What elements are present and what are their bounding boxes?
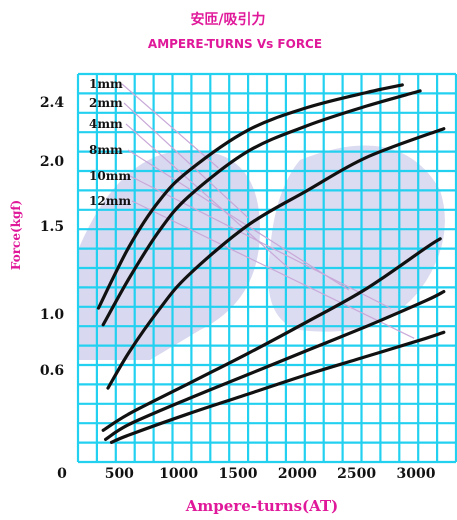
x-tick-label: 2500 <box>337 466 376 482</box>
series-line-4mm <box>106 127 446 390</box>
legend-leader <box>127 149 350 291</box>
x-tick-labels: 0 500 1000 1500 2000 2500 3000 <box>57 466 436 482</box>
y-axis-label: Force(kgf) <box>9 200 23 270</box>
y-tick-label: 2.0 <box>40 154 65 170</box>
legend: 1mm 2mm 4mm 8mm 10mm 12mm <box>89 77 131 208</box>
chart-subtitle: AMPERE-TURNS Vs FORCE <box>148 37 322 51</box>
x-axis-label: Ampere-turns(AT) <box>185 497 338 515</box>
series-line-8mm <box>101 237 442 432</box>
legend-label: 1mm <box>89 77 123 91</box>
legend-leader <box>131 200 415 339</box>
y-tick-labels: 0.6 1.0 1.5 2.0 2.4 <box>40 95 65 379</box>
legend-leader <box>129 175 391 309</box>
series-lines <box>96 83 446 444</box>
y-tick-label: 0.6 <box>40 363 64 379</box>
legend-leader-lines <box>121 83 415 339</box>
series-line-12mm <box>109 330 446 444</box>
x-tick-label: 0 <box>57 466 67 482</box>
series-line-2mm <box>101 89 422 327</box>
grid <box>76 72 457 464</box>
watermark-shape-right <box>268 145 445 332</box>
legend-label: 8mm <box>89 143 123 157</box>
legend-leader <box>123 102 249 219</box>
y-tick-label: 2.4 <box>40 95 65 111</box>
x-tick-label: 3000 <box>397 466 436 482</box>
series-line-1mm <box>96 83 404 310</box>
x-tick-label: 1500 <box>219 466 258 482</box>
x-tick-label: 1000 <box>159 466 198 482</box>
legend-label: 4mm <box>89 117 123 131</box>
y-tick-label: 1.5 <box>40 219 64 235</box>
legend-label: 10mm <box>89 169 131 183</box>
legend-leader <box>125 123 290 270</box>
legend-label: 12mm <box>89 194 131 208</box>
y-tick-label: 1.0 <box>40 307 65 323</box>
legend-leader <box>121 83 219 169</box>
chart-title: 安匝/吸引力 <box>190 11 265 28</box>
x-tick-label: 2000 <box>278 466 317 482</box>
series-line-10mm <box>104 290 446 441</box>
x-tick-label: 500 <box>105 466 134 482</box>
legend-label: 2mm <box>89 96 123 110</box>
